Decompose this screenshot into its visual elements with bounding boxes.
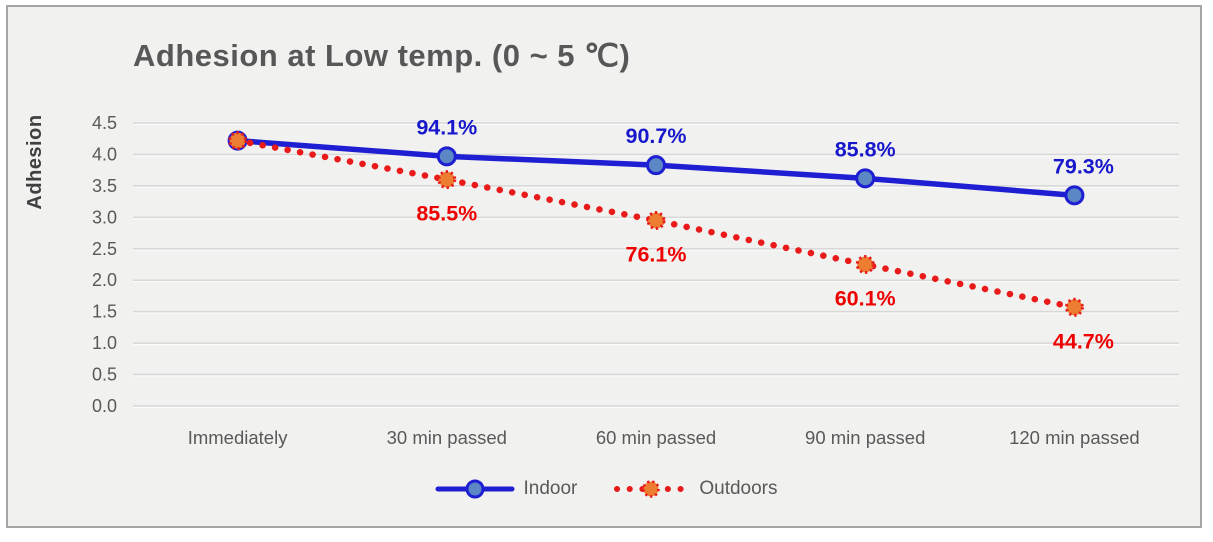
y-axis-title-text: Adhesion: [24, 114, 46, 210]
x-tick-label: Immediately: [188, 427, 288, 448]
outdoors-dotted-marker-icon: [614, 480, 689, 498]
data-point-indoor: [436, 146, 457, 167]
data-label-outdoors: 60.1%: [835, 287, 896, 311]
y-tick-label: 2.5: [92, 239, 117, 259]
y-tick-label: 4.0: [92, 144, 117, 164]
series-line-outdoors: [234, 137, 1078, 311]
data-point-indoor: [855, 168, 876, 189]
data-point-indoor: [646, 155, 666, 176]
x-tick-label: 90 min passed: [805, 427, 925, 448]
legend: Indoor Outdoors: [0, 477, 1213, 501]
y-tick-label: 1.5: [92, 302, 117, 322]
data-label-indoor: 79.3%: [1053, 154, 1114, 178]
y-tick-label: 0.0: [92, 396, 117, 416]
data-point-outdoors: [1064, 297, 1084, 317]
data-label-indoor: 85.8%: [835, 137, 896, 161]
legend-outdoors-marker: [642, 480, 661, 498]
y-tick-label: 3.5: [92, 176, 117, 196]
x-tick-label: 30 min passed: [387, 427, 507, 448]
data-point-outdoors: [437, 170, 457, 190]
y-tick-label: 4.5: [92, 113, 117, 133]
data-point-outdoors: [646, 210, 666, 230]
y-tick-label: 1.0: [92, 333, 117, 353]
legend-item-indoor: Indoor: [435, 477, 577, 501]
data-point-outdoors: [855, 255, 875, 274]
data-point-outdoors: [228, 131, 248, 151]
y-tick-label: 3.0: [92, 207, 117, 227]
y-tick-label: 0.5: [92, 365, 117, 385]
data-label-outdoors: 85.5%: [416, 202, 477, 226]
chart-title: Adhesion at Low temp. (0 ~ 5 ℃): [133, 38, 631, 73]
data-label-indoor: 90.7%: [626, 124, 687, 148]
x-tick-label: 120 min passed: [1009, 427, 1140, 448]
data-label-indoor: 94.1%: [416, 115, 477, 139]
indoor-line-marker-icon: [435, 479, 515, 499]
legend-indoor-marker: [465, 479, 485, 499]
legend-item-outdoors: Outdoors: [611, 477, 778, 501]
data-label-outdoors: 76.1%: [626, 242, 687, 266]
y-tick-label: 2.0: [92, 270, 117, 290]
data-label-outdoors: 44.7%: [1053, 329, 1114, 353]
data-point-indoor: [1064, 185, 1085, 206]
legend-label-indoor: Indoor: [523, 478, 578, 499]
slide-frame: [6, 5, 1202, 528]
x-tick-label: 60 min passed: [596, 427, 716, 448]
legend-label-outdoors: Outdoors: [699, 478, 778, 499]
